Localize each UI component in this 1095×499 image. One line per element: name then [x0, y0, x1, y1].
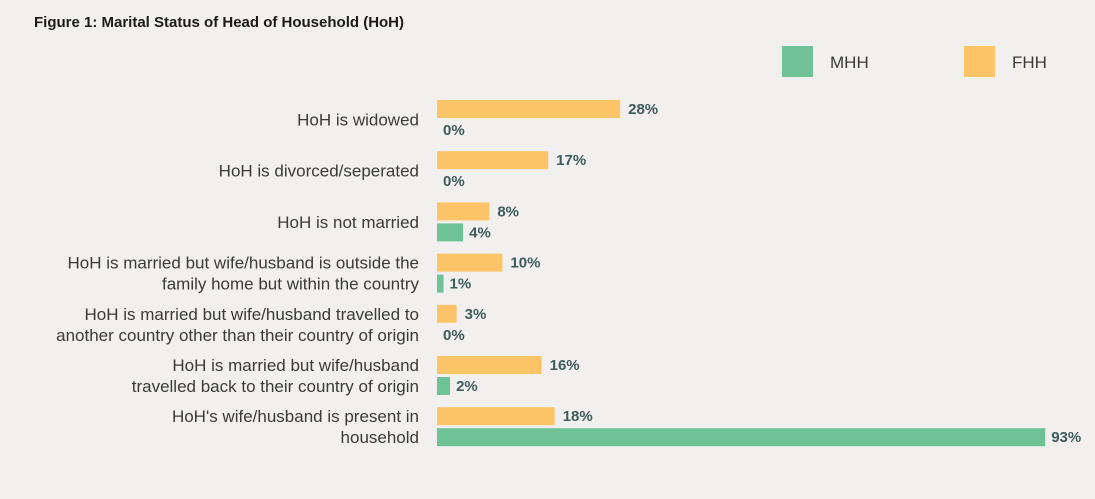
legend-label-fhh: FHH	[1012, 53, 1047, 72]
value-label-fhh-3: 10%	[510, 255, 540, 272]
bar-fhh-0	[437, 100, 621, 118]
bar-mhh-3	[437, 274, 444, 293]
category-label-0: HoH is widowed	[297, 111, 419, 130]
value-label-mhh-6: 93%	[1051, 429, 1081, 446]
category-label-3: HoH is married but wife/husband is outsi…	[67, 254, 419, 294]
bar-mhh-5	[437, 377, 451, 395]
chart-title: Figure 1: Marital Status of Head of Hous…	[34, 14, 405, 31]
value-label-fhh-2: 8%	[497, 203, 519, 220]
bar-mhh-2	[437, 223, 464, 242]
bar-fhh-1	[437, 151, 549, 170]
legend-label-mhh: MHH	[830, 53, 869, 72]
bar-fhh-3	[437, 253, 503, 272]
value-label-mhh-2: 4%	[469, 224, 491, 241]
legend: MHH FHH	[782, 46, 1047, 77]
bars	[437, 100, 1046, 447]
bar-fhh-2	[437, 202, 490, 221]
bar-fhh-4	[437, 304, 457, 323]
value-label-mhh-4: 0%	[443, 327, 465, 344]
category-label-1: HoH is divorced/seperated	[219, 162, 419, 181]
bar-mhh-6	[437, 428, 1046, 447]
value-label-fhh-5: 16%	[550, 357, 580, 374]
value-label-fhh-4: 3%	[465, 306, 487, 323]
value-label-mhh-5: 2%	[456, 378, 478, 395]
legend-swatch-mhh	[782, 46, 813, 77]
legend-swatch-fhh	[964, 46, 995, 77]
value-label-mhh-1: 0%	[443, 173, 465, 190]
category-label-4: HoH is married but wife/husband travelle…	[56, 305, 419, 345]
category-label-6: HoH's wife/husband is present in househol…	[172, 407, 419, 447]
category-labels: HoH is widowed HoH is divorced/seperated H…	[56, 111, 419, 448]
category-label-2: HoH is not married	[277, 213, 419, 232]
value-label-mhh-0: 0%	[443, 122, 465, 139]
value-label-fhh-0: 28%	[628, 101, 658, 118]
value-label-fhh-1: 17%	[556, 152, 586, 169]
value-labels: 28%0%17%0%8%4%10%1%3%0%16%2%18%93%	[443, 101, 1081, 446]
value-label-fhh-6: 18%	[563, 408, 593, 425]
bar-fhh-6	[437, 407, 555, 426]
category-label-5: HoH is married but wife/husband travelled…	[132, 356, 419, 396]
value-label-mhh-3: 1%	[450, 276, 472, 293]
bar-fhh-5	[437, 356, 542, 374]
